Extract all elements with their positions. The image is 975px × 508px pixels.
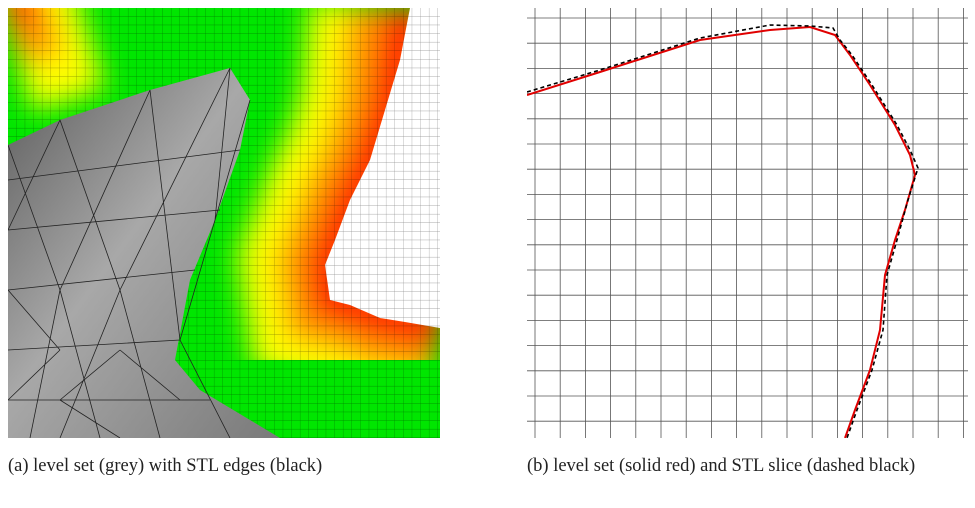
caption: (a) level set (grey) with STL edges (bla… (8, 454, 448, 478)
figure: (a) level set (grey) with STL edges (bla… (0, 0, 975, 508)
grid (527, 8, 968, 438)
caption: (b) level set (solid red) and STL slice … (527, 454, 968, 478)
panel-a (8, 8, 440, 438)
figure-panels (0, 0, 975, 450)
panel-b (527, 8, 968, 438)
